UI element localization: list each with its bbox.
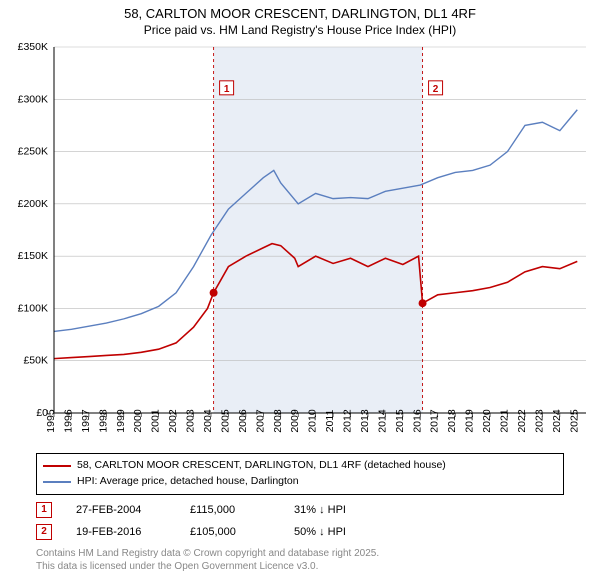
chart-title: 58, CARLTON MOOR CRESCENT, DARLINGTON, D…: [0, 6, 600, 21]
footer-line-2: This data is licensed under the Open Gov…: [36, 560, 564, 573]
footer-line-1: Contains HM Land Registry data © Crown c…: [36, 547, 564, 560]
legend-label: 58, CARLTON MOOR CRESCENT, DARLINGTON, D…: [77, 458, 446, 474]
sales-table: 1 27-FEB-2004 £115,000 31% ↓ HPI 2 19-FEB-201…: [36, 499, 564, 543]
sale-row-date: 27-FEB-2004: [76, 504, 166, 516]
sale-row: 1 27-FEB-2004 £115,000 31% ↓ HPI: [36, 499, 564, 521]
price-chart: £0£50K£100K£150K£200K£250K£300K£350K1995…: [0, 37, 600, 447]
sale-row-price: £105,000: [190, 526, 270, 538]
sale-row-diff: 31% ↓ HPI: [294, 504, 394, 516]
sale-dot: [419, 299, 427, 307]
sale-row-price: £115,000: [190, 504, 270, 516]
sale-marker-number: 2: [433, 84, 439, 95]
legend-swatch: [43, 465, 71, 467]
sale-row-marker: 2: [36, 524, 52, 540]
legend-row: 58, CARLTON MOOR CRESCENT, DARLINGTON, D…: [43, 458, 557, 474]
legend-row: HPI: Average price, detached house, Darl…: [43, 474, 557, 490]
y-tick-label: £200K: [18, 198, 48, 210]
legend: 58, CARLTON MOOR CRESCENT, DARLINGTON, D…: [36, 453, 564, 495]
y-tick-label: £50K: [23, 355, 48, 367]
legend-label: HPI: Average price, detached house, Darl…: [77, 474, 299, 490]
sale-row-marker: 1: [36, 502, 52, 518]
chart-subtitle: Price paid vs. HM Land Registry's House …: [0, 23, 600, 37]
legend-swatch: [43, 481, 71, 483]
sale-row: 2 19-FEB-2016 £105,000 50% ↓ HPI: [36, 521, 564, 543]
y-tick-label: £100K: [18, 302, 48, 314]
sale-marker-number: 1: [224, 84, 230, 95]
sale-dot: [210, 289, 218, 297]
sale-row-diff: 50% ↓ HPI: [294, 526, 394, 538]
y-tick-label: £150K: [18, 250, 48, 262]
y-tick-label: £350K: [18, 41, 48, 53]
y-tick-label: £300K: [18, 93, 48, 105]
sale-row-date: 19-FEB-2016: [76, 526, 166, 538]
y-tick-label: £250K: [18, 146, 48, 158]
